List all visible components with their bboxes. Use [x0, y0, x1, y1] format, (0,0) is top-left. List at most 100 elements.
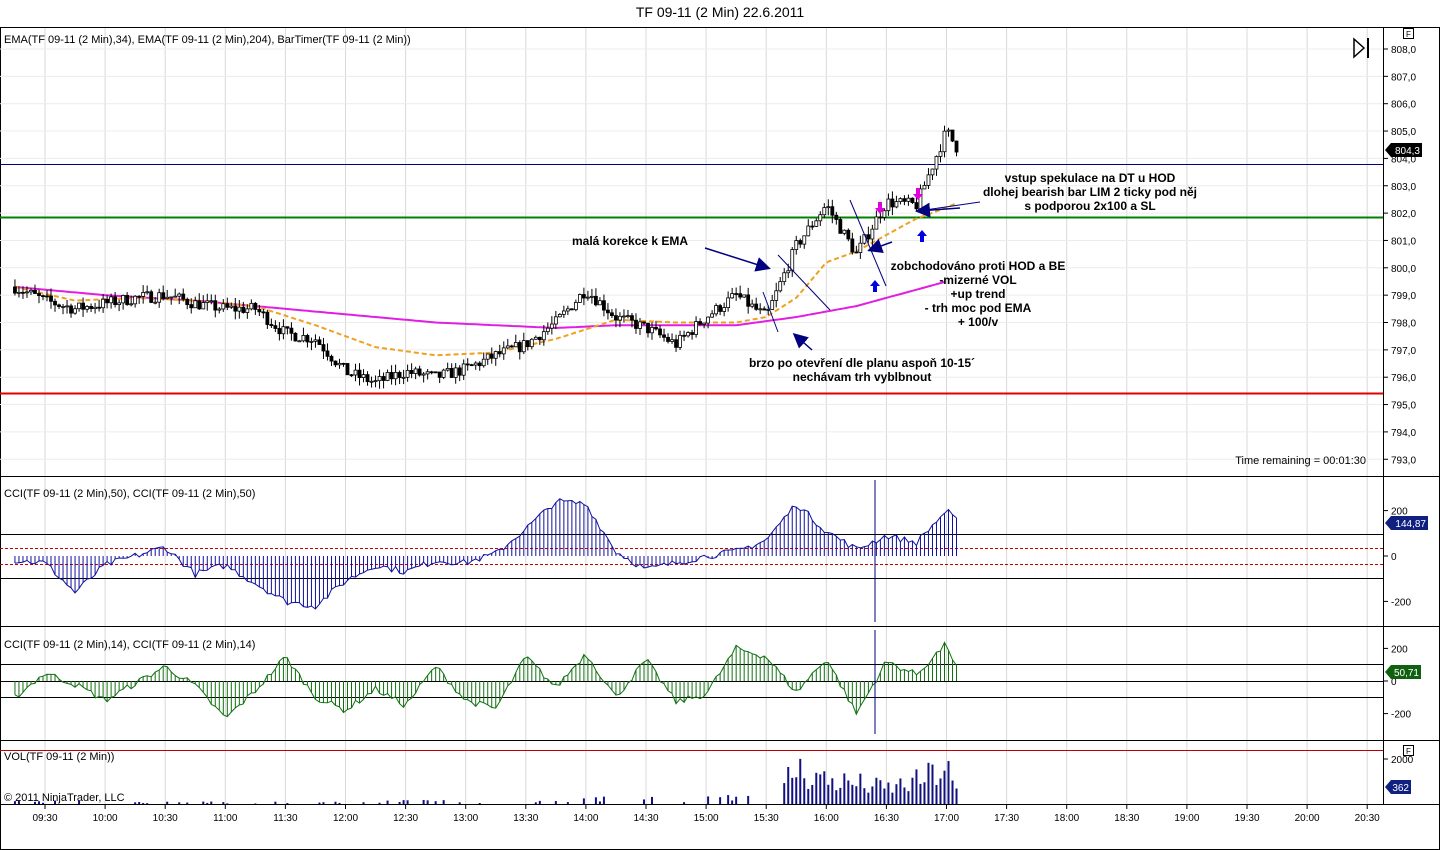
candle-body [485, 353, 490, 360]
candle-body [365, 374, 370, 383]
flag-icon[interactable]: F [1403, 28, 1414, 40]
candle-body [878, 216, 883, 219]
volume-bar [202, 801, 205, 804]
volume-bar [146, 803, 149, 804]
volume-bar [422, 800, 425, 804]
trend-line[interactable] [924, 201, 981, 211]
candle-body [826, 206, 831, 209]
volume-bar [478, 803, 481, 804]
volume-bar [402, 800, 405, 804]
candle-body [381, 376, 386, 381]
candle-body [49, 295, 53, 302]
candle-body [429, 371, 434, 374]
volume-bar [719, 797, 722, 804]
candle-body [249, 302, 254, 310]
candle-body [910, 197, 915, 203]
candle-body [866, 234, 871, 240]
volume-bar [887, 782, 890, 804]
volume-bar [911, 777, 914, 804]
time-tick-label: 16:00 [814, 813, 839, 824]
candle-body [517, 342, 522, 353]
volume-bar [915, 769, 918, 804]
candle-body [642, 321, 646, 324]
candle-body [205, 300, 210, 303]
trend-line[interactable] [762, 291, 779, 333]
candle-body [61, 306, 65, 308]
candle-body [922, 185, 927, 190]
trend-line[interactable] [777, 254, 831, 311]
candle-body [786, 270, 791, 274]
candle-body [638, 321, 642, 329]
candle-body [674, 339, 678, 348]
volume-bar [843, 773, 846, 804]
candle-body [217, 308, 222, 311]
candle-body [385, 372, 390, 381]
candle-body [257, 309, 262, 313]
volume-bar [935, 784, 938, 804]
price-tick-label: 808,0 [1391, 45, 1416, 56]
price-tick-label: 797,0 [1391, 346, 1416, 357]
volume-bar [835, 790, 838, 804]
candle-body [281, 326, 286, 335]
candle-body [774, 290, 779, 301]
cci50-axis: 200 0 -200 [1383, 507, 1411, 608]
time-tick-label: 14:00 [573, 813, 598, 824]
volume-bar [54, 800, 57, 804]
candle-body [325, 350, 330, 357]
cci50-tick-label: 200 [1391, 507, 1408, 518]
candle-body [269, 324, 274, 327]
volume-bar [943, 770, 946, 804]
volume-bar [859, 773, 862, 804]
candle-body [738, 293, 743, 298]
volume-bar [855, 786, 858, 804]
candle-body [858, 242, 863, 253]
candle-body [954, 140, 959, 153]
time-tick-label: 10:00 [93, 813, 118, 824]
candle-body [810, 225, 815, 228]
flag-icon[interactable]: F [1403, 745, 1414, 757]
svg-text:- trh moc pod EMA: - trh moc pod EMA [925, 301, 1032, 315]
candle-body [814, 220, 819, 227]
volume-bar [322, 802, 325, 804]
candle-body [37, 293, 41, 297]
price-tick-label: 807,0 [1391, 72, 1416, 83]
candle-body [549, 323, 554, 329]
candle-body [606, 309, 610, 314]
candle-body [594, 295, 598, 306]
candle-body [818, 214, 823, 222]
candle-body [734, 293, 739, 295]
annotation-arrow [792, 333, 813, 351]
svg-text:F: F [1406, 747, 1411, 756]
candle-body [457, 367, 462, 376]
volume-bar [819, 774, 822, 804]
scroll-to-end-icon[interactable] [1353, 37, 1369, 59]
candle-body [702, 322, 706, 325]
candle-body [565, 308, 570, 312]
svg-text:144,87: 144,87 [1395, 519, 1426, 530]
candle-body [654, 327, 658, 330]
volume-bar [274, 801, 277, 804]
cci14-current-tag: 50,71 [1385, 665, 1421, 679]
volume-bar [386, 800, 389, 804]
candle-body [397, 372, 402, 378]
volume-bar [951, 780, 954, 804]
candle-body [926, 174, 931, 186]
candle-body [513, 342, 518, 348]
candle-body [113, 296, 118, 305]
cci14-panel-label: CCI(TF 09-11 (2 Min),14), CCI(TF 09-11 (… [4, 639, 255, 651]
candle-body [465, 363, 470, 366]
svg-text:zobchodováno proti HOD a BE: zobchodováno proti HOD a BE [891, 259, 1066, 273]
candle-body [353, 369, 358, 376]
candle-body [493, 351, 498, 359]
candle-body [193, 300, 198, 309]
candle-body [129, 303, 134, 306]
candle-body [473, 362, 478, 366]
svg-text:malá korekce k EMA: malá korekce k EMA [572, 234, 688, 248]
buy-arrow-icon [870, 280, 880, 292]
candle-body [569, 308, 574, 311]
volume-bar [210, 801, 213, 804]
volume-bar [791, 777, 794, 804]
volume-bar [863, 788, 866, 804]
annotation-traded: zobchodováno proti HOD a BE -mizerné VOL… [891, 259, 1066, 329]
